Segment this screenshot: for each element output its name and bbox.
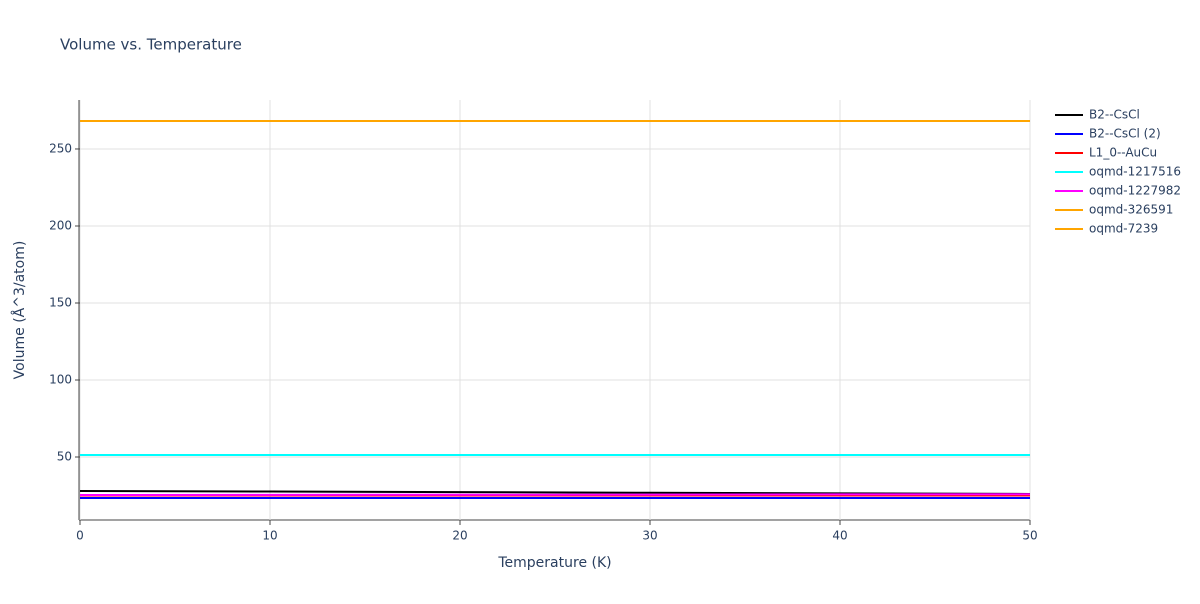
y-tick-label: 250 <box>49 141 72 155</box>
legend-label[interactable]: B2--CsCl (2) <box>1089 127 1161 141</box>
legend-label[interactable]: oqmd-7239 <box>1089 222 1158 236</box>
y-tick-label: 200 <box>49 218 72 232</box>
x-tick-label: 50 <box>1022 529 1037 543</box>
x-tick-label: 40 <box>832 529 847 543</box>
legend-label[interactable]: L1_0--AuCu <box>1089 146 1157 160</box>
chart-title: Volume vs. Temperature <box>60 36 242 54</box>
series-line <box>79 493 1031 497</box>
x-axis-title: Temperature (K) <box>497 555 611 571</box>
legend-label[interactable]: oqmd-1227982 <box>1089 184 1181 198</box>
y-tick-label: 150 <box>49 295 72 309</box>
x-tick-label: 0 <box>76 529 84 543</box>
y-tick-label: 100 <box>49 373 72 387</box>
x-tick-label: 30 <box>642 529 657 543</box>
x-tick-label: 20 <box>452 529 467 543</box>
y-tick-label: 50 <box>57 450 72 464</box>
x-tick-label: 10 <box>262 529 277 543</box>
legend-label[interactable]: oqmd-1217516 <box>1089 165 1181 179</box>
legend-label[interactable]: oqmd-326591 <box>1089 203 1173 217</box>
legend-label[interactable]: B2--CsCl <box>1089 108 1140 122</box>
y-axis-title: Volume (Å^3/atom) <box>11 241 28 380</box>
